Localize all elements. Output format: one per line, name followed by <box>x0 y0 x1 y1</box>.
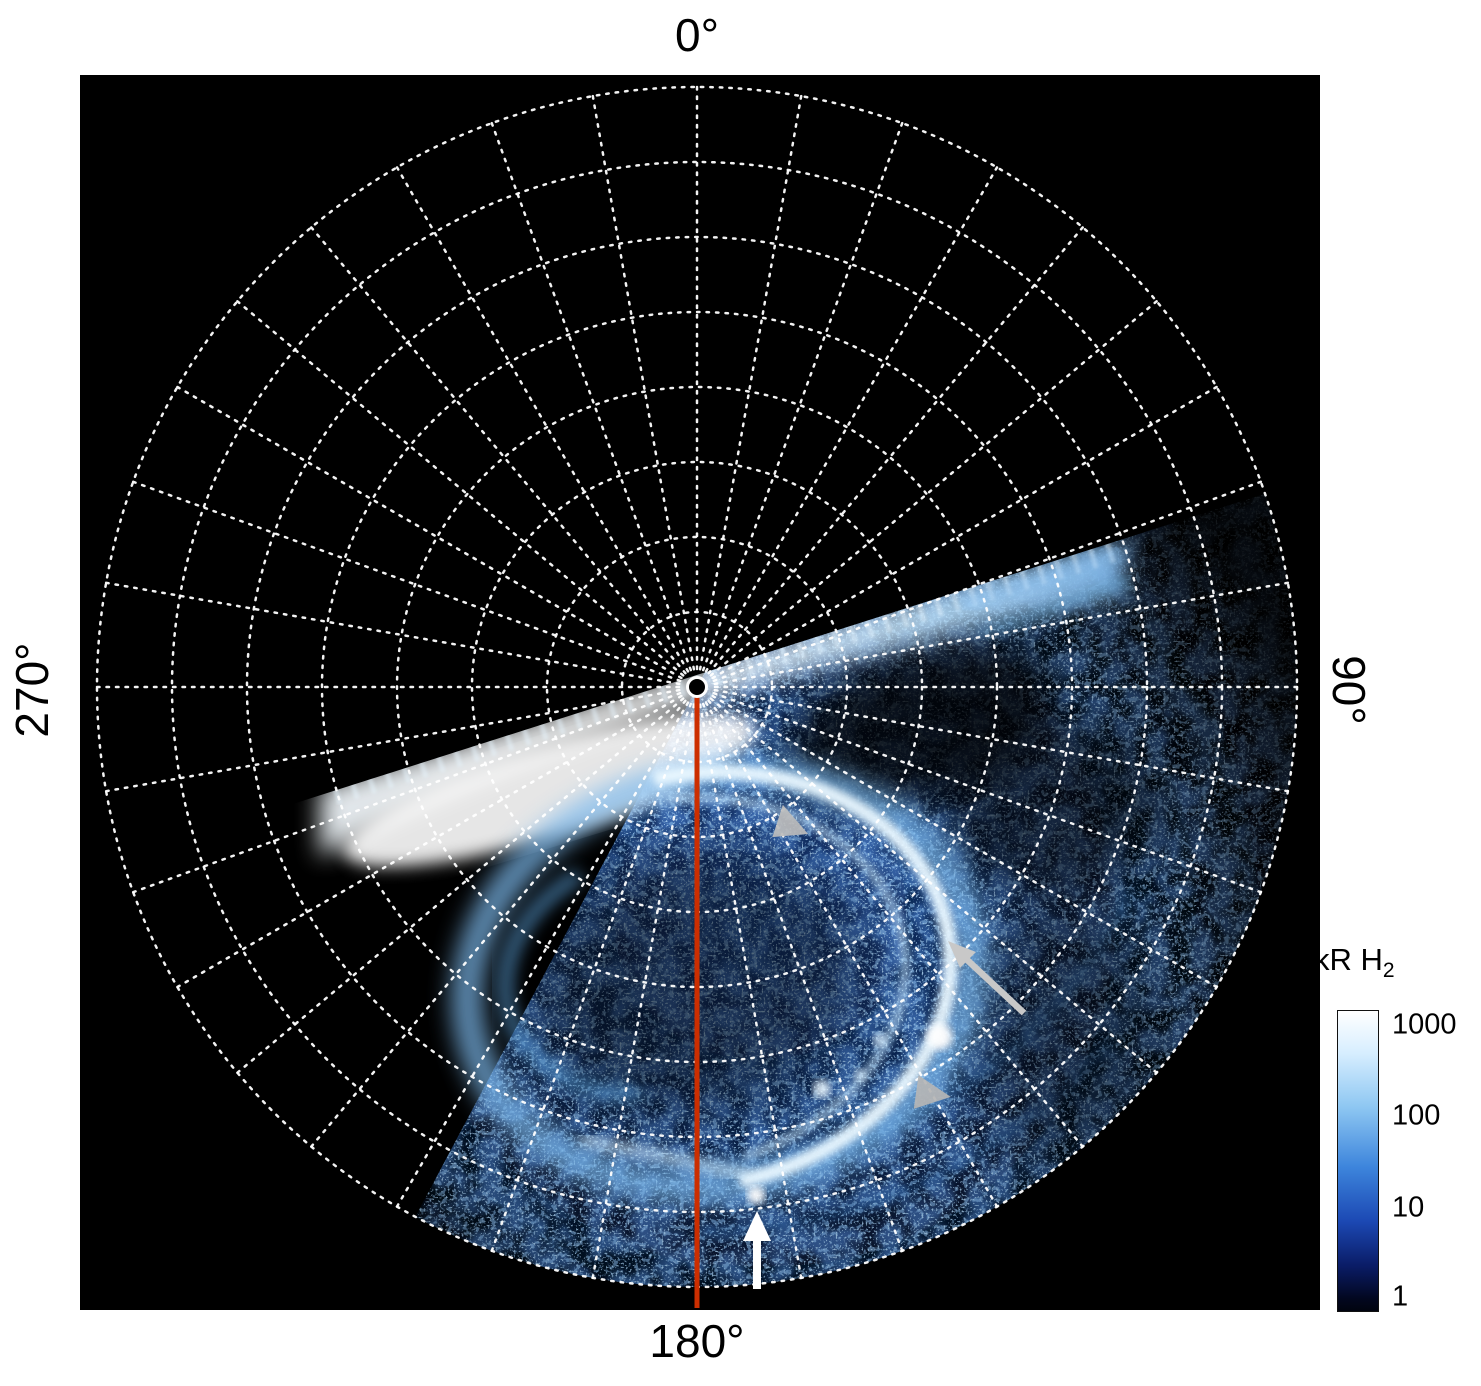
colorbar-ticks: 1000 100 10 1 <box>1392 1010 1477 1312</box>
colorbar-tick-1000: 1000 <box>1392 1008 1457 1041</box>
pole-center-marker <box>686 676 708 698</box>
annotation-arrows <box>743 804 1027 1289</box>
main-auroral-oval <box>451 757 989 1203</box>
white-arrow-icon <box>743 1211 771 1289</box>
plot-area <box>80 75 1320 1310</box>
colorbar-tick-1: 1 <box>1392 1280 1409 1313</box>
dark-notch-2 <box>940 720 1160 890</box>
colorbar-tick-100: 100 <box>1392 1099 1441 1132</box>
angle-label-0: 0° <box>675 9 719 61</box>
inner-swirl-arc <box>498 868 641 1103</box>
angle-label-90: 90° <box>1323 655 1375 725</box>
angle-label-180: 180° <box>649 1315 745 1367</box>
angle-label-270: 270° <box>6 642 58 738</box>
dark-oval-interior <box>536 848 864 1112</box>
colorbar-gradient <box>1337 1010 1379 1312</box>
polar-plot-svg <box>95 85 1299 1308</box>
gray-arrowhead-icon-1 <box>772 804 809 838</box>
bright-boundary-fan <box>320 508 1132 867</box>
dark-notch-3 <box>975 885 1155 1165</box>
gray-arrow-icon-2 <box>948 941 1027 1016</box>
oval-bright-right-arc <box>652 764 959 1189</box>
gray-arrowhead-icon-3 <box>913 1075 951 1109</box>
colorbar-tick-10: 10 <box>1392 1191 1425 1224</box>
bright-spots <box>747 1024 953 1204</box>
colorbar-title: kR H2 <box>1314 942 1395 983</box>
